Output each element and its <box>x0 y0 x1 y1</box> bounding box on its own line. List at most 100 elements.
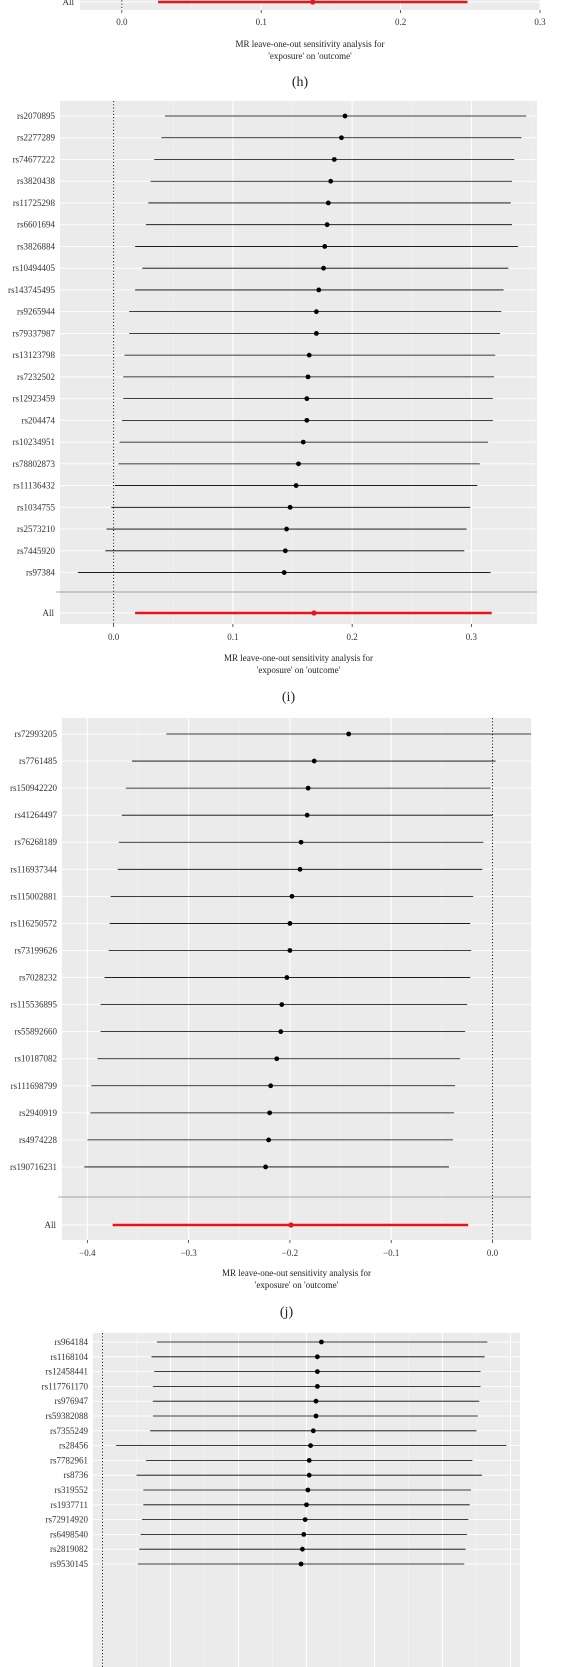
x-tick-label: −0.2 <box>282 1248 298 1258</box>
snp-estimate-point <box>305 785 311 791</box>
snp-estimate-point <box>293 483 299 488</box>
snp-estimate-point <box>306 352 312 358</box>
snp-estimate-point <box>305 1487 311 1493</box>
snp-estimate-point <box>263 1164 269 1170</box>
snp-label: rs7028232 <box>19 973 57 983</box>
snp-label: rs111698799 <box>11 1081 58 1091</box>
snp-label: rs7355249 <box>50 1426 88 1436</box>
snp-estimate-point <box>284 526 289 532</box>
all-label: All <box>62 0 74 7</box>
all-label: All <box>42 608 54 618</box>
snp-estimate-point <box>308 1443 313 1448</box>
snp-label: rs10234951 <box>13 437 56 447</box>
snp-label: rs10494405 <box>13 263 56 273</box>
snp-label: rs115002881 <box>10 891 57 901</box>
snp-estimate-point <box>268 1083 274 1089</box>
snp-label: rs7232502 <box>17 372 55 382</box>
snp-estimate-point <box>296 461 301 467</box>
snp-estimate-point <box>302 1517 308 1522</box>
snp-estimate-point <box>300 1546 305 1552</box>
snp-label: rs143745495 <box>8 285 55 295</box>
panel-plot-area <box>93 1333 520 1667</box>
snp-estimate-point <box>284 975 290 980</box>
snp-label: rs6601694 <box>17 220 55 230</box>
snp-label: rs1034755 <box>17 502 55 512</box>
snp-estimate-point <box>304 1502 309 1508</box>
panel-background <box>80 0 540 10</box>
snp-estimate-point <box>267 1110 273 1116</box>
x-tick-label: −0.3 <box>180 1248 197 1258</box>
snp-estimate-point <box>313 309 319 315</box>
panel-caption: (j) <box>280 1305 294 1320</box>
snp-label: rs7445920 <box>17 546 55 556</box>
panel-plot-area <box>62 718 531 1240</box>
snp-label: rs76268189 <box>15 837 58 847</box>
snp-estimate-point <box>313 1413 319 1419</box>
x-axis-label-line2: 'exposure' on 'outcome' <box>257 665 341 675</box>
snp-estimate-point <box>313 1398 319 1404</box>
snp-estimate-point <box>287 504 293 510</box>
snp-label: rs2819082 <box>50 1544 88 1554</box>
snp-label: rs74677222 <box>13 154 56 164</box>
snp-estimate-point <box>282 548 288 554</box>
snp-estimate-point <box>328 178 334 184</box>
snp-label: rs13123798 <box>13 350 56 360</box>
forest-panel-1: All 0.0 0.1 0.2 0.3 MR leave-one-out sensitiv… <box>62 0 546 90</box>
all-estimate-point <box>288 1222 294 1228</box>
panel-caption: (h) <box>292 75 309 90</box>
all-estimate-point <box>310 0 316 5</box>
snp-label: rs11725298 <box>13 198 56 208</box>
snp-estimate-point <box>287 921 293 926</box>
snp-estimate-point <box>304 812 310 818</box>
x-tick-label: 0.0 <box>116 17 128 27</box>
snp-estimate-point <box>316 287 322 293</box>
snp-label: rs9265944 <box>17 307 55 317</box>
snp-label: rs319552 <box>55 1485 89 1495</box>
snp-label: rs2277289 <box>17 133 55 143</box>
panel-plot-area <box>80 0 540 10</box>
snp-estimate-point <box>300 439 306 445</box>
snp-label: rs73199626 <box>15 945 58 955</box>
snp-label: rs115536895 <box>10 1000 57 1010</box>
snp-estimate-point <box>331 157 337 162</box>
x-tick-label: −0.1 <box>383 1248 399 1258</box>
snp-estimate-point <box>279 1002 285 1007</box>
snp-label: rs1168104 <box>50 1352 88 1362</box>
forest-panel-2: rs2070895 rs2277289 rs74677222 rs3820438 rs1… <box>8 101 537 705</box>
snp-estimate-point <box>301 1532 307 1537</box>
snp-estimate-point <box>339 135 344 141</box>
snp-estimate-point <box>305 374 311 380</box>
snp-estimate-point <box>306 1458 312 1463</box>
snp-label: rs7782961 <box>50 1455 88 1465</box>
snp-label: rs41264497 <box>15 810 58 820</box>
x-axis-label-line2: 'exposure' on 'outcome' <box>255 1280 339 1290</box>
snp-label: rs4974228 <box>19 1135 57 1145</box>
snp-estimate-point <box>324 222 330 228</box>
x-tick-label: 0.3 <box>534 17 546 27</box>
snp-label: rs59382088 <box>46 1411 89 1421</box>
snp-label: rs10187082 <box>15 1054 58 1064</box>
x-axis-label-line2: 'exposure' on 'outcome' <box>268 51 352 61</box>
snp-estimate-point <box>278 1029 284 1035</box>
snp-estimate-point <box>342 113 348 119</box>
forest-panel-4: rs964184 rs1168104 rs12458441 rs117761170 rs… <box>42 1333 520 1667</box>
snp-label: rs11136432 <box>13 481 55 491</box>
snp-estimate-point <box>310 1428 316 1434</box>
x-tick-label: 0.0 <box>487 1248 499 1258</box>
snp-estimate-point <box>298 1561 304 1567</box>
snp-estimate-point <box>297 866 303 872</box>
x-tick-label: 0.1 <box>256 17 267 27</box>
x-tick-label: 0.0 <box>108 632 120 642</box>
snp-label: rs150942220 <box>10 783 57 793</box>
snp-estimate-point <box>304 396 310 402</box>
snp-label: rs12458441 <box>46 1367 89 1377</box>
snp-label: rs72914920 <box>46 1515 89 1525</box>
snp-label: rs190716231 <box>10 1162 57 1172</box>
snp-label: rs204474 <box>22 415 56 425</box>
panel-plot-area <box>60 101 537 624</box>
x-axis-label-line1: MR leave-one-out sensitivity analysis fo… <box>222 1268 371 1278</box>
snp-estimate-point <box>314 1384 320 1389</box>
snp-estimate-point <box>325 200 331 206</box>
snp-label: rs78802873 <box>13 459 56 469</box>
snp-label: rs12923459 <box>13 394 56 404</box>
